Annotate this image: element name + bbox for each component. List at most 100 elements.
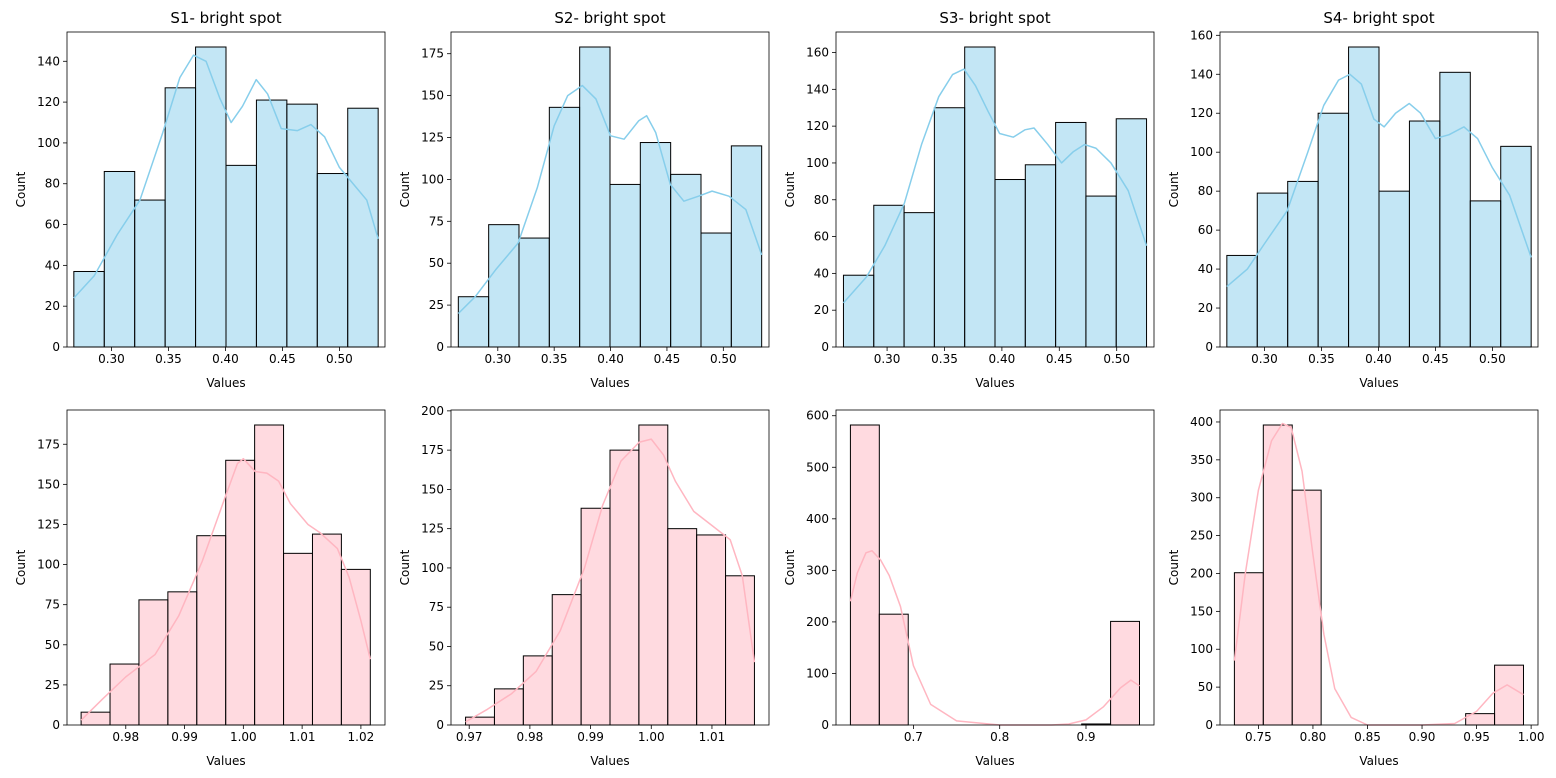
x-tick-label: 0.98 xyxy=(112,730,139,744)
axes-frame xyxy=(66,31,386,348)
x-tick-label: 0.35 xyxy=(541,352,568,366)
kde-curve xyxy=(842,68,1148,304)
histogram-bar xyxy=(522,655,553,726)
x-axis-label: Values xyxy=(206,376,245,390)
histogram-bar xyxy=(1262,424,1293,726)
subplot-title: S1- bright spot xyxy=(170,9,281,27)
histogram-bar xyxy=(1110,620,1140,726)
y-tick-label: 60 xyxy=(814,230,829,244)
x-tick-label: 0.35 xyxy=(931,352,958,366)
histogram-bar xyxy=(109,663,140,726)
x-tick-label: 0.50 xyxy=(1103,352,1130,366)
y-axis-label: Count xyxy=(14,549,28,585)
axes-frame xyxy=(450,31,770,348)
histogram-bar xyxy=(696,534,727,726)
histogram-bar xyxy=(80,711,111,726)
axes-frame xyxy=(450,409,770,726)
subplot-1: 0.30 0.35 0.40 0.45 0.50 0 20 40 60 80 100 120 140 Va… xyxy=(14,9,386,390)
y-tick-label: 200 xyxy=(806,615,829,629)
histogram-bar xyxy=(347,107,379,348)
y-tick-label: 0 xyxy=(1205,718,1213,732)
y-tick-label: 80 xyxy=(45,177,60,191)
x-axis-label: Values xyxy=(1359,376,1398,390)
x-tick-label: 0.45 xyxy=(1422,352,1449,366)
y-axis-label: Count xyxy=(783,549,797,585)
y-tick-label: 175 xyxy=(37,437,60,451)
y-tick-label: 75 xyxy=(429,214,444,228)
histogram-bar xyxy=(1469,200,1502,348)
axes-frame xyxy=(1219,409,1539,726)
y-tick-label: 80 xyxy=(814,193,829,207)
histogram-bar xyxy=(903,212,935,348)
histogram-bar xyxy=(730,145,763,348)
y-tick-label: 100 xyxy=(421,561,444,575)
kde-curve xyxy=(457,84,763,315)
histogram-bar xyxy=(340,568,371,726)
x-axis-label: Values xyxy=(975,754,1014,768)
y-tick-label: 25 xyxy=(429,298,444,312)
y-axis-label: Count xyxy=(398,549,412,585)
subplot-5: 0.98 0.99 1.00 1.01 1.02 0 25 50 75 100 125 150 175 V… xyxy=(14,409,386,768)
histogram-bar xyxy=(964,46,996,348)
y-tick-label: 300 xyxy=(806,563,829,577)
y-tick-label: 250 xyxy=(1190,529,1213,543)
x-axis-label: Values xyxy=(590,754,629,768)
y-tick-label: 40 xyxy=(814,266,829,280)
axes-frame xyxy=(66,409,386,726)
y-tick-label: 120 xyxy=(37,95,60,109)
histogram-bar xyxy=(1494,664,1524,726)
y-tick-label: 80 xyxy=(1198,184,1213,198)
y-axis-label: Count xyxy=(1167,171,1181,207)
subplot-title: S2- bright spot xyxy=(554,9,665,27)
y-tick-label: 125 xyxy=(421,131,444,145)
y-tick-label: 125 xyxy=(421,522,444,536)
subplot-8: 0.75 0.80 0.85 0.90 0.95 1.00 0 50 100 150 200 250 3… xyxy=(1167,409,1544,768)
histogram-bar xyxy=(1055,121,1087,348)
axes-frame xyxy=(1219,31,1539,348)
y-tick-label: 140 xyxy=(806,82,829,96)
histogram-bar xyxy=(73,270,105,348)
x-tick-label: 0.40 xyxy=(597,352,624,366)
y-tick-label: 50 xyxy=(1198,680,1213,694)
x-tick-label: 0.30 xyxy=(1251,352,1278,366)
histogram-bar xyxy=(725,575,755,726)
histogram-bar xyxy=(1287,180,1319,348)
histogram-bar xyxy=(103,170,136,348)
axes-frame xyxy=(835,409,1155,726)
x-tick-label: 0.97 xyxy=(456,730,483,744)
subplot-4: 0.30 0.35 0.40 0.45 0.50 0 20 40 60 80 100 120 140 16… xyxy=(1167,9,1539,390)
y-tick-label: 350 xyxy=(1190,453,1213,467)
histogram-bar xyxy=(1408,120,1441,348)
y-tick-label: 25 xyxy=(45,678,60,692)
histogram-bar xyxy=(1378,190,1410,348)
x-tick-label: 0.90 xyxy=(1409,730,1436,744)
x-tick-label: 0.99 xyxy=(577,730,604,744)
x-tick-label: 0.40 xyxy=(1365,352,1392,366)
y-tick-label: 20 xyxy=(45,299,60,313)
y-tick-label: 0 xyxy=(821,718,829,732)
x-axis-label: Values xyxy=(975,376,1014,390)
y-tick-label: 100 xyxy=(37,136,60,150)
y-tick-label: 50 xyxy=(429,639,444,653)
histogram-bar xyxy=(933,107,966,348)
histogram-bar xyxy=(580,507,611,726)
histogram-bar xyxy=(167,591,198,726)
y-tick-label: 400 xyxy=(1190,415,1213,429)
y-axis-label: Count xyxy=(783,171,797,207)
subplot-title: S3- bright spot xyxy=(939,9,1050,27)
histogram-bar xyxy=(639,142,672,348)
y-tick-label: 100 xyxy=(1190,145,1213,159)
histogram-bar xyxy=(579,46,611,348)
x-tick-label: 0.45 xyxy=(1046,352,1073,366)
histogram-bar xyxy=(878,613,909,726)
y-tick-label: 25 xyxy=(429,679,444,693)
x-tick-label: 0.30 xyxy=(874,352,901,366)
histogram-bar xyxy=(316,173,349,348)
y-tick-label: 0 xyxy=(1205,340,1213,354)
histogram-bar xyxy=(1500,145,1532,348)
x-tick-label: 0.35 xyxy=(1308,352,1335,366)
kde-curve xyxy=(80,457,372,721)
x-tick-label: 0.75 xyxy=(1245,730,1272,744)
x-tick-label: 1.02 xyxy=(348,730,375,744)
